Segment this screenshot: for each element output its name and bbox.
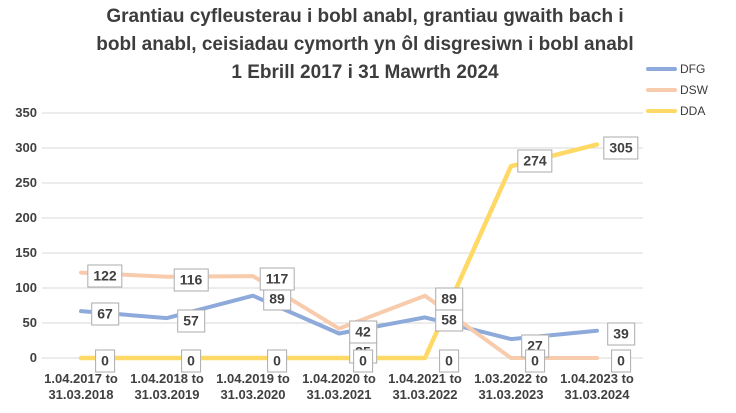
data-label-dfg-7: 39 — [607, 322, 635, 346]
x-axis-tick-line: 31.03.2023 — [478, 387, 544, 402]
x-axis-tick-line: 31.03.2024 — [564, 387, 630, 402]
x-axis-tick-label: 1.04.2018 to 31.03.2019 — [124, 371, 210, 403]
x-axis-tick-line: 31.03.2019 — [134, 387, 200, 402]
y-axis-tick-label: 200 — [15, 210, 37, 225]
x-axis-tick-line: 31.03.2022 — [392, 387, 458, 402]
x-axis-tick-line: 31.03.2018 — [48, 387, 114, 402]
data-label-dda-4: 0 — [353, 349, 373, 373]
data-label-dsw-1: 122 — [87, 264, 123, 288]
data-label-dsw-6: 0 — [525, 349, 545, 373]
data-label-dsw-5: 89 — [435, 287, 463, 311]
x-axis-tick-line: 1.04.2019 to — [216, 371, 290, 386]
data-label-dsw-3: 117 — [259, 267, 295, 291]
x-axis-tick-line: 1.04.2017 to — [44, 371, 118, 386]
data-label-dfg-1: 67 — [91, 302, 119, 326]
y-axis-tick-label: 250 — [15, 175, 37, 190]
y-axis-tick-label: 300 — [15, 140, 37, 155]
x-axis-tick-line: 31.03.2020 — [220, 387, 286, 402]
chart-title: Grantiau cyfleusterau i bobl anabl, gran… — [0, 3, 730, 87]
series-line-dsw — [79, 270, 599, 360]
data-label-dfg-2: 57 — [177, 309, 205, 333]
series-line-dda — [78, 142, 600, 361]
x-axis-tick-line: 1.04.2021 to — [388, 371, 462, 386]
data-label-dfg-5: 58 — [435, 308, 463, 332]
x-axis-tick-label: 1.04.2020 to 31.03.2021 — [296, 371, 382, 403]
data-label-dda-5: 0 — [439, 349, 459, 373]
data-label-dda-2: 0 — [181, 349, 201, 373]
legend-line-swatch-dda — [646, 108, 677, 113]
x-axis-tick-label: 1.04.2021 to 31.03.2022 — [382, 371, 468, 403]
data-label-dda-6: 274 — [517, 149, 553, 173]
legend-line-swatch-dfg — [646, 66, 677, 71]
legend-item-dsw: DSW — [646, 79, 708, 100]
series-line-dfg — [79, 293, 599, 342]
legend-label-dsw: DSW — [680, 82, 708, 97]
x-axis-tick-line: 1.04.2018 to — [130, 371, 204, 386]
chart-title-line-1: Grantiau cyfleusterau i bobl anabl, gran… — [106, 6, 624, 27]
data-label-dsw-2: 116 — [173, 268, 209, 292]
chart-title-line-3: 1 Ebrill 2017 i 31 Mawrth 2024 — [231, 62, 499, 83]
y-axis-tick-label: 50 — [22, 315, 37, 330]
data-label-dda-1: 0 — [95, 349, 115, 373]
data-label-dda-3: 0 — [267, 349, 287, 373]
x-axis-tick-label: 1.04.2023 to 31.03.2024 — [554, 371, 640, 403]
x-axis-tick-line: 31.03.2021 — [306, 387, 372, 402]
data-label-dfg-3: 89 — [263, 287, 291, 311]
x-axis-tick-line: 1.04.2023 to — [560, 371, 634, 386]
y-axis-tick-label: 150 — [15, 245, 37, 260]
legend-label-dda: DDA — [680, 103, 706, 118]
data-label-dsw-7: 0 — [611, 349, 631, 373]
legend-line-swatch-dsw — [646, 87, 677, 92]
legend-item-dfg: DFG — [646, 58, 708, 79]
y-axis-tick-label: 100 — [15, 280, 37, 295]
legend-item-dda: DDA — [646, 100, 708, 121]
x-axis-tick-line: 1.03.2022 to — [474, 371, 548, 386]
data-label-dsw-4: 42 — [349, 320, 377, 344]
legend-label-dfg: DFG — [680, 61, 706, 76]
chart-title-line-2: bobl anabl, ceisiadau cymorth yn ôl disg… — [96, 34, 634, 55]
x-axis-tick-line: 1.04.2020 to — [302, 371, 376, 386]
x-axis-tick-label: 1.04.2017 to 31.03.2018 — [38, 371, 124, 403]
x-axis-tick-label: 1.03.2022 to 31.03.2023 — [468, 371, 554, 403]
x-axis-tick-label: 1.04.2019 to 31.03.2020 — [210, 371, 296, 403]
y-axis-tick-label: 0 — [29, 350, 37, 365]
data-label-dda-7: 305 — [603, 136, 639, 159]
legend: DFG DSW DDA — [646, 58, 708, 121]
y-axis-tick-label: 350 — [15, 105, 37, 120]
